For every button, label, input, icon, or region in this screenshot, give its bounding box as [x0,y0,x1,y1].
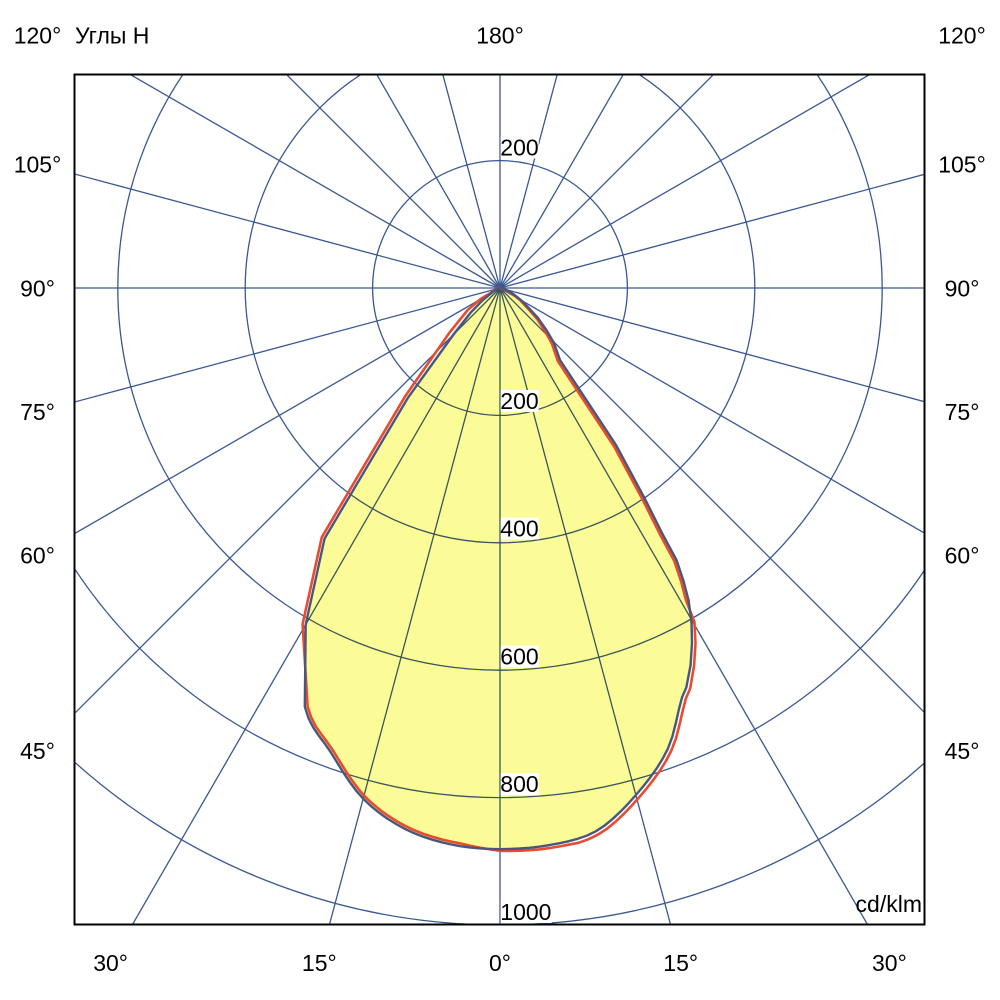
svg-text:15°: 15° [302,950,337,976]
svg-text:105°: 105° [14,151,62,177]
svg-text:30°: 30° [872,950,907,976]
svg-text:200: 200 [500,135,538,161]
svg-text:90°: 90° [20,275,55,301]
svg-text:Углы H: Углы H [75,23,149,49]
svg-text:45°: 45° [945,738,980,764]
svg-text:75°: 75° [20,399,55,425]
svg-text:120°: 120° [14,23,62,49]
svg-text:0°: 0° [489,950,511,976]
svg-text:45°: 45° [20,738,55,764]
svg-text:120°: 120° [938,23,986,49]
svg-text:cd/klm: cd/klm [856,891,922,917]
svg-text:60°: 60° [945,542,980,568]
svg-text:60°: 60° [20,542,55,568]
svg-text:75°: 75° [945,399,980,425]
svg-text:1000: 1000 [500,899,551,925]
svg-text:105°: 105° [938,151,986,177]
svg-text:200: 200 [500,388,538,414]
svg-text:600: 600 [500,644,538,670]
svg-text:400: 400 [500,516,538,542]
svg-text:30°: 30° [93,950,128,976]
svg-text:800: 800 [500,771,538,797]
svg-text:90°: 90° [945,275,980,301]
svg-text:180°: 180° [476,23,524,49]
svg-text:15°: 15° [663,950,698,976]
